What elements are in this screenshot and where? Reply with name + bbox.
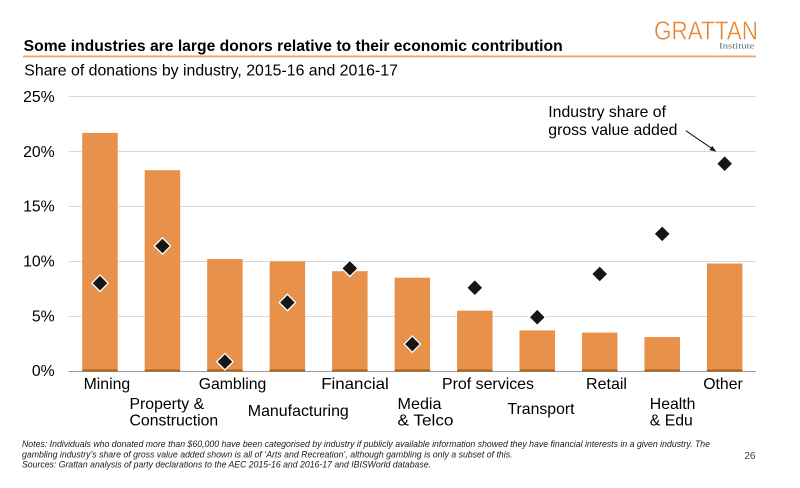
svg-text:10%: 10% <box>23 254 55 271</box>
svg-text:gambling industry’s share of g: gambling industry’s share of gross value… <box>22 449 513 459</box>
svg-text:26: 26 <box>744 451 756 462</box>
svg-text:15%: 15% <box>23 199 55 216</box>
svg-text:Institute: Institute <box>719 41 755 51</box>
svg-text:Some industries are large dono: Some industries are large donors relativ… <box>24 38 563 55</box>
svg-text:Industry share of: Industry share of <box>548 104 666 121</box>
svg-text:0%: 0% <box>32 363 55 380</box>
svg-text:& Telco: & Telco <box>398 412 454 429</box>
svg-text:Notes: Individuals who donated: Notes: Individuals who donated more than… <box>22 439 710 449</box>
svg-text:Health: Health <box>650 396 696 413</box>
svg-text:Retail: Retail <box>586 376 627 393</box>
svg-text:Transport: Transport <box>507 401 575 418</box>
svg-text:Property &: Property & <box>130 396 205 413</box>
svg-text:Financial: Financial <box>321 376 389 393</box>
svg-text:Sources: Grattan analysis of p: Sources: Grattan analysis of party decla… <box>22 460 431 470</box>
svg-text:Media: Media <box>398 396 442 413</box>
svg-text:Share of donations by industry: Share of donations by industry, 2015-16 … <box>24 63 398 80</box>
svg-text:Manufacturing: Manufacturing <box>248 403 349 420</box>
svg-text:25%: 25% <box>23 89 55 106</box>
svg-text:Mining: Mining <box>84 376 131 393</box>
svg-text:& Edu: & Edu <box>650 412 693 429</box>
svg-text:Prof services: Prof services <box>442 376 534 393</box>
svg-text:Other: Other <box>703 376 743 393</box>
svg-text:Gambling: Gambling <box>199 376 267 393</box>
svg-text:5%: 5% <box>32 308 55 325</box>
svg-text:20%: 20% <box>23 144 55 161</box>
svg-text:gross value added: gross value added <box>548 122 677 139</box>
svg-text:GRATTAN: GRATTAN <box>654 15 758 45</box>
svg-text:Construction: Construction <box>130 412 219 429</box>
